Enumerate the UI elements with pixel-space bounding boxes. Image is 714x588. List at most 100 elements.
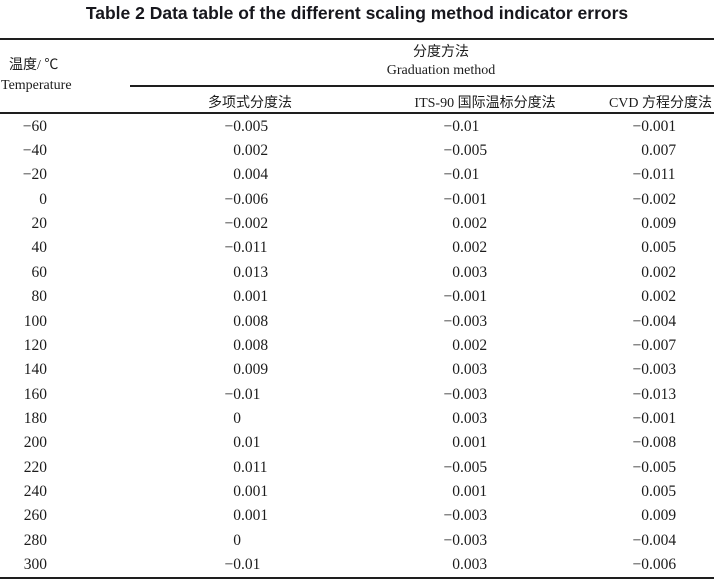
cell-its90: −0.001 bbox=[443, 190, 488, 208]
cell-cvd: −0.013 bbox=[632, 385, 677, 403]
table-row: 200 0.01 0.001 −0.008 bbox=[0, 431, 714, 455]
cell-cvd: 0.002 bbox=[641, 263, 677, 281]
cell-cvd: −0.011 bbox=[632, 166, 676, 184]
cell-poly: 0.008 bbox=[233, 336, 269, 354]
cell-temperature: 180 bbox=[23, 409, 47, 427]
polynomial-method-header: 多项式分度法 bbox=[208, 96, 292, 111]
cell-cvd: 0.005 bbox=[641, 239, 677, 257]
cell-its90: −0.005 bbox=[443, 142, 488, 160]
cell-cvd: −0.001 bbox=[632, 117, 677, 135]
table-row: 80 0.001 −0.001 0.002 bbox=[0, 285, 714, 309]
cell-cvd: −0.003 bbox=[632, 361, 677, 379]
its90-method-header: ITS-90 国际温标分度法 bbox=[414, 96, 556, 111]
table-title: Table 2 Data table of the different scal… bbox=[85, 3, 629, 23]
table-top-rule bbox=[0, 38, 714, 40]
cell-temperature: 100 bbox=[23, 312, 47, 330]
cell-cvd: −0.004 bbox=[632, 312, 677, 330]
cell-poly: −0.002 bbox=[224, 215, 269, 233]
cell-temperature: 140 bbox=[23, 361, 47, 379]
cell-its90: 0.003 bbox=[452, 556, 488, 574]
table-row: 160 −0.01 −0.003 −0.013 bbox=[0, 382, 714, 406]
cell-cvd: 0.005 bbox=[641, 483, 677, 501]
cell-its90: −0.01 bbox=[443, 166, 480, 184]
cell-temperature: −40 bbox=[22, 142, 47, 160]
cell-temperature: 80 bbox=[31, 288, 48, 306]
table-row: 240 0.001 0.001 0.005 bbox=[0, 480, 714, 504]
cell-poly: 0.001 bbox=[233, 483, 269, 501]
table-bottom-rule bbox=[0, 577, 714, 579]
cell-poly: −0.01 bbox=[224, 556, 261, 574]
table-row: 60 0.013 0.003 0.002 bbox=[0, 261, 714, 285]
cell-cvd: −0.004 bbox=[632, 531, 677, 549]
cell-poly: −0.01 bbox=[224, 385, 261, 403]
cell-temperature: −60 bbox=[22, 117, 47, 135]
cell-poly: 0.01 bbox=[233, 434, 261, 452]
cell-its90: −0.01 bbox=[443, 117, 480, 135]
cell-cvd: −0.006 bbox=[632, 556, 677, 574]
temperature-header-zh: 温度/ ℃ bbox=[9, 58, 59, 73]
cell-its90: 0.002 bbox=[452, 336, 488, 354]
cell-poly: 0.001 bbox=[233, 507, 269, 525]
cell-poly: 0.013 bbox=[233, 263, 269, 281]
cell-poly: −0.006 bbox=[224, 190, 269, 208]
graduation-method-header-zh: 分度方法 bbox=[413, 45, 469, 60]
cell-temperature: 220 bbox=[23, 458, 47, 476]
cell-cvd: 0.009 bbox=[641, 507, 677, 525]
table-body: −60 −0.005 −0.01 −0.001 −40 0.002 −0.005 0.007−… bbox=[0, 115, 714, 578]
cell-its90: 0.001 bbox=[452, 434, 488, 452]
cell-its90: 0.003 bbox=[452, 409, 488, 427]
cell-cvd: −0.008 bbox=[632, 434, 677, 452]
cell-cvd: −0.005 bbox=[632, 458, 677, 476]
table-row: −40 0.002 −0.005 0.007 bbox=[0, 139, 714, 163]
cell-poly: −0.005 bbox=[224, 117, 269, 135]
table-row: 260 0.001 −0.003 0.009 bbox=[0, 504, 714, 528]
cell-its90: 0.003 bbox=[452, 361, 488, 379]
table-row: 220 0.011 −0.005 −0.005 bbox=[0, 456, 714, 480]
table-row: −60 −0.005 −0.01 −0.001 bbox=[0, 115, 714, 139]
temperature-header-en: Temperature bbox=[1, 78, 72, 93]
cell-temperature: 280 bbox=[23, 531, 47, 549]
cell-cvd: 0.007 bbox=[641, 142, 677, 160]
cell-poly: 0.008 bbox=[233, 312, 269, 330]
table-row: 0 −0.006 −0.001 −0.002 bbox=[0, 188, 714, 212]
table-header-rule bbox=[0, 112, 714, 114]
cell-its90: 0.002 bbox=[452, 239, 488, 257]
cell-its90: −0.003 bbox=[443, 312, 488, 330]
table-row: 280 0 −0.003 −0.004 bbox=[0, 529, 714, 553]
cell-its90: −0.001 bbox=[443, 288, 488, 306]
table-row: 100 0.008 −0.003 −0.004 bbox=[0, 309, 714, 333]
cell-temperature: 260 bbox=[23, 507, 47, 525]
table-row: 140 0.009 0.003 −0.003 bbox=[0, 358, 714, 382]
cell-poly: 0 bbox=[233, 409, 241, 427]
cell-poly: 0.001 bbox=[233, 288, 269, 306]
cell-temperature: 160 bbox=[23, 385, 47, 403]
cell-poly: 0.009 bbox=[233, 361, 269, 379]
table-row: 120 0.008 0.002 −0.007 bbox=[0, 334, 714, 358]
cell-its90: −0.003 bbox=[443, 531, 488, 549]
cell-poly: 0.002 bbox=[233, 142, 269, 160]
cell-its90: 0.003 bbox=[452, 263, 488, 281]
cvd-method-header: CVD 方程分度法 bbox=[608, 96, 712, 111]
cell-temperature: 300 bbox=[23, 556, 47, 574]
cell-temperature: 120 bbox=[23, 336, 47, 354]
table-group-rule bbox=[130, 85, 714, 87]
cell-cvd: −0.007 bbox=[632, 336, 677, 354]
cell-temperature: 60 bbox=[31, 263, 48, 281]
cell-poly: 0 bbox=[233, 531, 241, 549]
cell-cvd: 0.009 bbox=[641, 215, 677, 233]
cell-temperature: 0 bbox=[39, 190, 47, 208]
cell-its90: −0.003 bbox=[443, 385, 488, 403]
cell-temperature: 200 bbox=[23, 434, 47, 452]
table-row: 300 −0.01 0.003 −0.006 bbox=[0, 553, 714, 577]
cell-poly: 0.004 bbox=[233, 166, 269, 184]
cell-temperature: 240 bbox=[23, 483, 47, 501]
cell-its90: 0.002 bbox=[452, 215, 488, 233]
cell-poly: −0.011 bbox=[224, 239, 268, 257]
cell-cvd: 0.002 bbox=[641, 288, 677, 306]
cell-cvd: −0.002 bbox=[632, 190, 677, 208]
cell-poly: 0.011 bbox=[233, 458, 268, 476]
table-row: 180 0 0.003 −0.001 bbox=[0, 407, 714, 431]
cell-cvd: −0.001 bbox=[632, 409, 677, 427]
cell-temperature: −20 bbox=[22, 166, 47, 184]
